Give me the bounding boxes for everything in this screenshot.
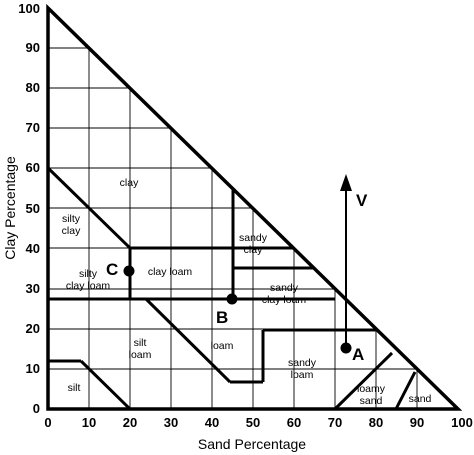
class-boundaries — [46, 166, 417, 411]
point-a-label: A — [352, 345, 364, 364]
region-label-silty-clay-loam: clay loam — [66, 280, 111, 292]
region-label-clay: clay — [120, 177, 139, 189]
y-tick-labels: 0 10 20 30 40 50 60 70 80 90 100 — [18, 1, 40, 416]
y-tick-label: 30 — [26, 281, 40, 296]
region-label-silty-clay-loam: silty — [79, 268, 98, 280]
region-label-sandy-loam: sandy — [288, 357, 317, 369]
point-c-marker — [123, 265, 135, 277]
region-label-silty-clay: silty — [62, 213, 81, 225]
region-label-sandy-clay: sandy — [239, 232, 268, 244]
vector-v-arrowhead — [340, 174, 352, 191]
x-tick-label: 90 — [410, 415, 424, 430]
y-axis-title: Clay Percentage — [2, 156, 18, 260]
point-b-label: B — [216, 308, 228, 327]
x-tick-label: 20 — [123, 415, 137, 430]
region-label-sandy-clay: clay — [244, 244, 263, 256]
x-tick-label: 50 — [246, 415, 260, 430]
y-tick-label: 50 — [26, 201, 40, 216]
x-axis-title: Sand Percentage — [198, 436, 306, 452]
sample-points: A B C — [106, 260, 364, 364]
x-tick-label: 70 — [328, 415, 342, 430]
triangle-outline — [46, 3, 463, 411]
point-b-marker — [226, 293, 238, 305]
region-label-sandy-loam: loam — [291, 369, 314, 381]
region-label-sandy-clay-loam: clay loam — [262, 294, 307, 306]
region-labels: clay silty clay sandy clay silty clay lo… — [62, 177, 432, 407]
y-tick-label: 70 — [26, 120, 40, 135]
x-tick-label: 100 — [451, 415, 473, 430]
region-label-loamy-sand: loamy — [357, 383, 386, 395]
x-tick-labels: 0 10 20 30 40 50 60 70 80 90 100 — [44, 415, 472, 430]
vector-v-label: V — [356, 191, 368, 210]
y-tick-label: 80 — [26, 80, 40, 95]
x-tick-label: 10 — [82, 415, 96, 430]
y-tick-label: 100 — [18, 1, 40, 16]
region-label-silt: silt — [68, 382, 81, 394]
point-a-marker — [340, 342, 352, 354]
region-label-silt-loam: loam — [129, 349, 152, 361]
x-tick-label: 40 — [205, 415, 219, 430]
region-label-silty-clay: clay — [62, 225, 81, 237]
x-tick-label: 30 — [164, 415, 178, 430]
y-tick-label: 20 — [26, 321, 40, 336]
x-tick-label: 60 — [287, 415, 301, 430]
y-tick-label: 10 — [26, 361, 40, 376]
point-c-label: C — [106, 260, 118, 279]
region-label-clay-loam: clay loam — [148, 266, 193, 278]
region-label-sand: sand — [409, 393, 432, 405]
x-tick-label: 80 — [369, 415, 383, 430]
x-tick-label: 0 — [44, 415, 51, 430]
region-label-sandy-clay-loam: sandy — [270, 282, 299, 294]
vector-v: V — [340, 174, 368, 348]
region-label-silt-loam: silt — [134, 337, 147, 349]
region-label-loam: loam — [211, 340, 234, 352]
y-tick-label: 60 — [26, 160, 40, 175]
y-tick-label: 40 — [26, 241, 40, 256]
y-tick-label: 90 — [26, 40, 40, 55]
y-tick-label: 0 — [33, 401, 40, 416]
region-label-loamy-sand: sand — [360, 395, 383, 407]
